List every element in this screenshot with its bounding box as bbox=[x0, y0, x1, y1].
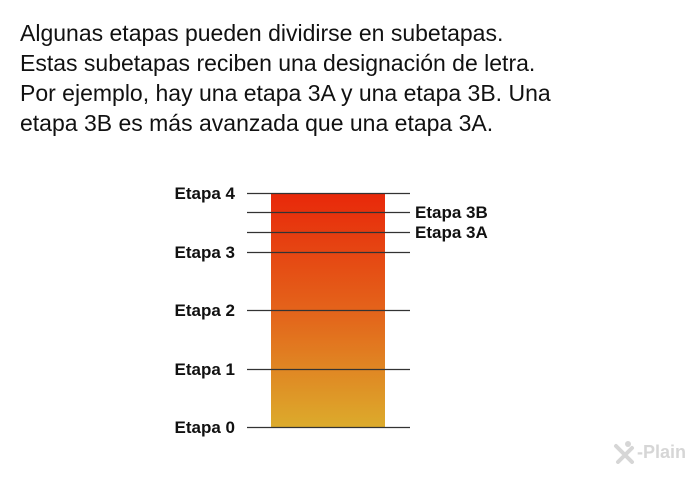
intro-line-3: Por ejemplo, hay una etapa 3A y una etap… bbox=[20, 80, 551, 106]
substage-label-3b: Etapa 3B bbox=[415, 202, 488, 222]
intro-line-2: Estas subetapas reciben una designación … bbox=[20, 50, 536, 76]
xplain-logo: -Plain bbox=[613, 440, 686, 464]
intro-paragraph: Algunas etapas pueden dividirse en subet… bbox=[20, 18, 680, 138]
intro-line-4: etapa 3B es más avanzada que una etapa 3… bbox=[20, 110, 494, 136]
substage-label-3a: Etapa 3A bbox=[415, 222, 488, 242]
stage-label-0: Etapa 0 bbox=[174, 417, 235, 437]
stage-label-2: Etapa 2 bbox=[174, 300, 235, 320]
tick-lines bbox=[247, 192, 410, 429]
stage-label-3: Etapa 3 bbox=[174, 242, 235, 262]
stage-label-4: Etapa 4 bbox=[174, 183, 235, 203]
stage-label-1: Etapa 1 bbox=[174, 359, 235, 379]
intro-line-1: Algunas etapas pueden dividirse en subet… bbox=[20, 20, 504, 46]
xplain-figure-icon bbox=[613, 441, 634, 464]
xplain-logo-text: -Plain bbox=[636, 441, 686, 462]
